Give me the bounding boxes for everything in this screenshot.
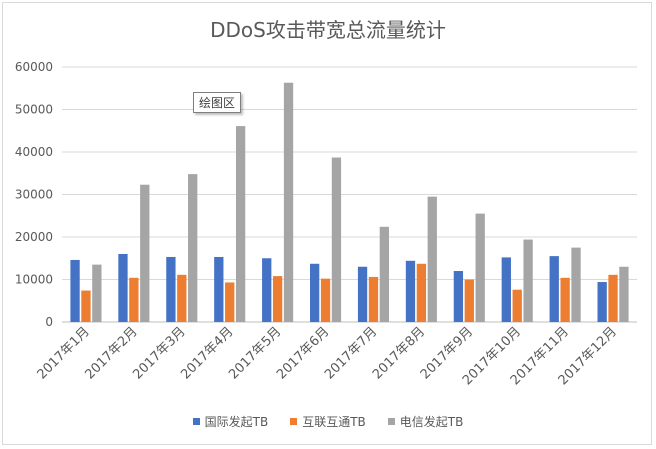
bar — [523, 239, 533, 322]
bar — [512, 289, 522, 322]
legend-label: 国际发起TB — [204, 415, 269, 429]
plot-area-tooltip: 绘图区 — [193, 92, 242, 113]
bar — [118, 254, 128, 322]
y-tick-label: 30000 — [15, 188, 53, 202]
bar — [608, 274, 618, 322]
bar — [597, 282, 607, 322]
legend-label: 电信发起TB — [399, 415, 464, 429]
bar — [368, 276, 379, 322]
y-tick-label: 50000 — [15, 103, 53, 117]
bar — [501, 257, 511, 322]
bar — [475, 213, 485, 322]
legend-swatch — [387, 418, 395, 425]
bar — [188, 174, 198, 322]
chart-frame — [2, 2, 652, 445]
y-tick-label: 0 — [45, 315, 53, 329]
bar — [405, 260, 416, 322]
bar — [92, 264, 102, 322]
legend-item: 电信发起TB — [387, 413, 464, 430]
y-tick-label: 10000 — [15, 273, 53, 287]
legend-swatch — [192, 418, 200, 425]
legend-label: 互联互通TB — [302, 415, 366, 429]
bar — [214, 256, 224, 322]
bar — [379, 226, 390, 322]
bar — [464, 279, 474, 322]
bar — [81, 290, 91, 322]
legend-item: 互联互通TB — [290, 413, 366, 430]
bar — [129, 277, 139, 322]
bar — [320, 278, 331, 322]
bar — [177, 274, 187, 322]
bar — [416, 263, 427, 322]
bar — [560, 277, 570, 322]
bar — [235, 126, 246, 322]
bar — [453, 271, 464, 322]
chart-legend: 国际发起TB 互联互通TB 电信发起TB — [0, 413, 656, 430]
bar — [309, 263, 320, 322]
bar — [571, 247, 581, 322]
bar — [427, 196, 437, 322]
y-tick-label: 60000 — [15, 60, 53, 74]
bar — [283, 82, 294, 322]
bar — [166, 256, 176, 322]
bar — [272, 276, 283, 322]
legend-item: 国际发起TB — [192, 413, 269, 430]
bar — [331, 157, 342, 322]
bar — [70, 259, 80, 322]
bar — [549, 256, 559, 322]
bar — [140, 184, 150, 322]
bar — [357, 266, 368, 322]
chart-title: DDoS攻击带宽总流量统计 — [210, 18, 446, 42]
legend-swatch — [290, 418, 298, 425]
bar — [262, 258, 272, 322]
y-tick-label: 40000 — [15, 145, 53, 159]
y-tick-label: 20000 — [15, 230, 53, 244]
bar — [225, 282, 235, 322]
bar — [619, 266, 629, 322]
